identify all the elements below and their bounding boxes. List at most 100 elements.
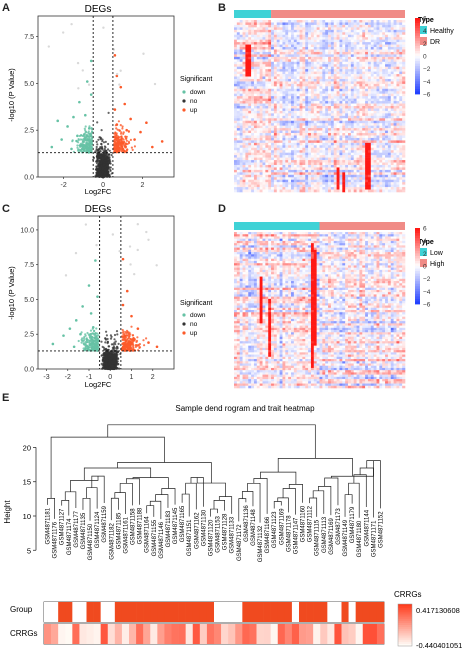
heatmap-cell [348,140,352,144]
heatmap-cell [370,76,374,80]
heatmap-cell [345,51,349,55]
heatmap-cell [251,29,255,33]
heatmap-cell [390,147,394,151]
heatmap-cell [251,83,255,87]
heatmap-cell [256,150,260,153]
heatmap-cell [268,86,272,90]
heatmap-cell [339,106,343,109]
heatmap-cell [322,66,326,70]
heatmap-cell [325,152,329,156]
heatmap-cell [390,37,394,40]
heatmap-cell [353,137,357,141]
heatmap-cell [359,108,363,112]
heatmap-cell [345,93,349,97]
heatmap-cell [333,49,337,53]
heatmap-cell [348,108,352,112]
heatmap-cell [268,32,272,36]
heatmap-cell [236,128,240,131]
heatmap-cell [345,34,349,38]
heatmap-cell [359,20,363,23]
heatmap-cell [248,83,252,87]
heatmap-cell [236,101,240,104]
heatmap-cell [291,123,295,126]
heatmap-cell [325,96,329,99]
heatmap-cell [353,150,357,153]
heatmap-cell [291,106,295,109]
heatmap-cell [271,69,275,72]
point-up [121,140,124,143]
heatmap-cell [296,47,300,50]
heatmap-cell [305,128,309,131]
heatmap-cell [325,24,329,28]
heatmap-cell [339,160,343,163]
heatmap-cell [322,51,326,55]
heatmap-cell [279,91,283,95]
heatmap-cell [256,96,260,99]
heatmap-cell [379,130,383,134]
heatmap-cell [362,110,366,114]
heatmap-cell [350,64,354,67]
heatmap-cell [268,37,272,40]
heatmap-cell [379,128,383,131]
heatmap-cell [390,96,394,99]
heatmap-cell [316,74,320,77]
heatmap-cell [234,147,238,151]
heatmap-cell [339,157,343,161]
heatmap-cell [282,34,286,38]
heatmap-cell [288,108,292,112]
heatmap-cell [390,93,394,97]
heatmap-cell [370,157,374,161]
heatmap-cell [356,147,360,151]
legend-label-down: down [190,89,206,96]
heatmap-cell [265,49,269,53]
heatmap-cell [367,64,372,67]
heatmap-cell [291,120,295,124]
heatmap-cell [396,49,400,53]
heatmap-cell [353,123,357,126]
heatmap-cell [245,152,249,156]
heatmap-cell [362,130,366,134]
heatmap-cell [399,162,403,166]
heatmap-cell [353,88,357,92]
heatmap-cell [336,125,340,129]
heatmap-cell [399,64,403,67]
volcano-a-title: DEGs [85,4,112,15]
heatmap-cell [370,69,374,72]
heatmap-cell [330,101,335,104]
heatmap-cell [285,56,289,60]
heatmap-cell [376,37,380,40]
heatmap-cell [345,160,349,163]
heatmap-cell [367,37,372,40]
heatmap-cell [365,56,369,60]
heatmap-cell [245,108,249,112]
heatmap-cell [242,150,246,153]
heatmap-cell [362,39,366,43]
heatmap-cell [385,113,389,117]
heatmap-cell [308,135,312,139]
heatmap-cell [302,44,306,48]
heatmap-cell [359,160,363,163]
heatmap-cell [399,142,403,146]
heatmap-cell [239,128,243,131]
heatmap-cell [234,118,238,122]
data-point-up [123,102,127,106]
heatmap-cell [308,123,312,126]
heatmap-cell [256,130,260,134]
heatmap-cell [350,110,354,114]
heatmap-cell [350,123,354,126]
heatmap-cell [251,108,255,112]
heatmap-cell [322,133,326,136]
outlier-point [70,22,73,26]
heatmap-cell [245,86,249,90]
heatmap-cell [313,88,317,92]
heatmap-cell [399,24,403,28]
heatmap-cell [271,96,275,99]
heatmap-cell [362,37,366,40]
heatmap-cell [370,160,374,163]
heatmap-cell [339,162,343,166]
heatmap-cell [333,88,337,92]
heatmap-cell [325,101,329,104]
heatmap-cell [330,24,335,28]
heatmap-cell [322,135,326,139]
heatmap-cell [336,66,340,70]
